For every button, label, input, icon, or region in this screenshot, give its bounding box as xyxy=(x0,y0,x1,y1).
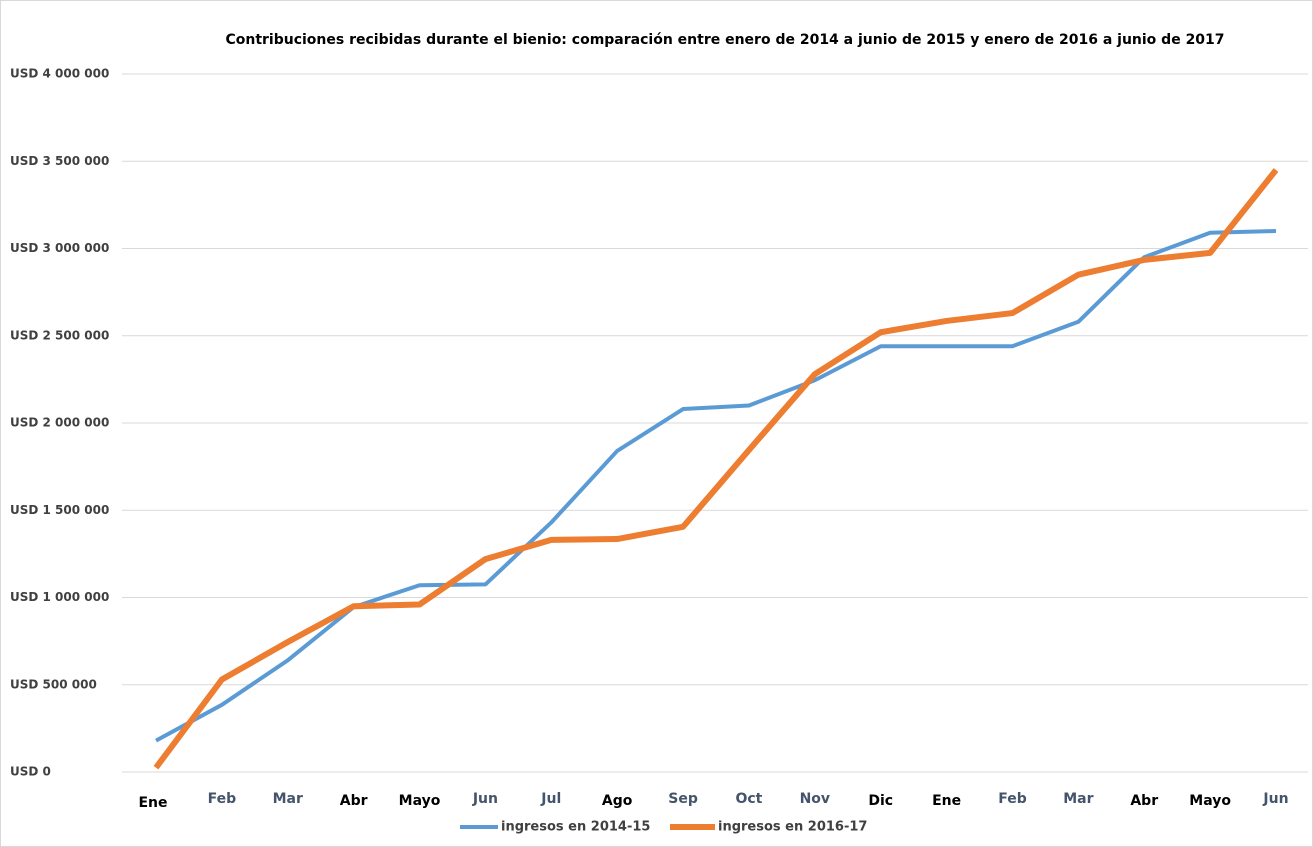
x-tick-label: Mar xyxy=(1063,791,1093,807)
x-tick-label: Feb xyxy=(208,791,237,807)
y-tick-label: USD 3 500 000 xyxy=(10,154,109,168)
y-tick-label: USD 0 xyxy=(10,765,51,779)
x-tick-label: Oct xyxy=(735,791,762,807)
x-tick-label: Mayo xyxy=(399,793,441,809)
y-tick-label: USD 1 000 000 xyxy=(10,590,109,604)
x-tick-label: Ago xyxy=(602,793,633,809)
y-tick-label: USD 2 500 000 xyxy=(10,328,109,342)
legend-label: ingresos en 2016-17 xyxy=(718,820,867,835)
y-tick-label: USD 500 000 xyxy=(10,677,97,691)
x-tick-label: Ene xyxy=(138,795,167,811)
x-tick-label: Feb xyxy=(998,791,1027,807)
chart-title: Contribuciones recibidas durante el bien… xyxy=(225,32,1224,48)
y-tick-label: USD 3 000 000 xyxy=(10,241,109,255)
series-line xyxy=(153,168,1279,770)
x-tick-label: Mar xyxy=(273,791,303,807)
x-tick-label: Mayo xyxy=(1189,793,1231,809)
x-tick-label: Nov xyxy=(800,791,830,807)
y-tick-label: USD 4 000 000 xyxy=(10,67,109,81)
x-tick-label: Ene xyxy=(932,793,961,809)
x-tick-label: Abr xyxy=(340,793,368,809)
x-tick-label: Dic xyxy=(868,793,893,809)
legend-label: ingresos en 2014-15 xyxy=(501,820,650,835)
x-tick-label: Jun xyxy=(1262,791,1288,807)
x-tick-label: Jun xyxy=(472,791,498,807)
x-tick-label: Abr xyxy=(1130,793,1158,809)
y-tick-label: USD 2 000 000 xyxy=(10,416,109,430)
y-tick-label: USD 1 500 000 xyxy=(10,503,109,517)
series-line xyxy=(155,229,1277,743)
x-tick-label: Jul xyxy=(540,791,561,807)
x-tick-label: Sep xyxy=(668,791,698,807)
